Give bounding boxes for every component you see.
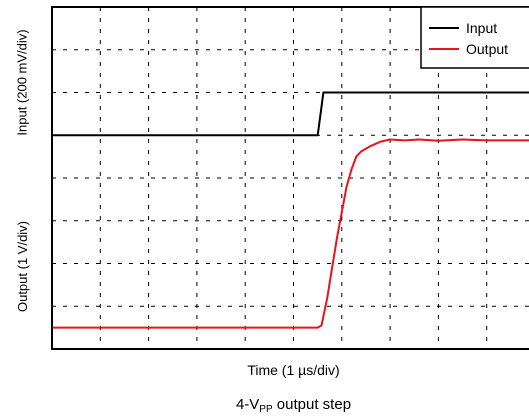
legend-label-output: Output [466,41,508,57]
series-line-input [52,91,529,137]
traces [52,91,529,329]
y-axis-label-output: Output (1 V/div) [14,220,30,312]
series-line-output [52,138,529,329]
x-axis-label: Time (1 µs/div) [247,362,340,378]
figure-caption: 4-VPP output step [52,396,529,415]
legend-label-input: Input [466,20,497,36]
legend-box [420,6,529,69]
caption-suffix: output step [272,396,352,413]
plot-frame [51,6,529,350]
legend: Input Output [420,6,529,69]
y-axis-label-input: Input (200 mV/div) [14,28,30,136]
caption-subscript: PP [259,404,273,415]
caption-prefix: 4-V [235,396,260,413]
